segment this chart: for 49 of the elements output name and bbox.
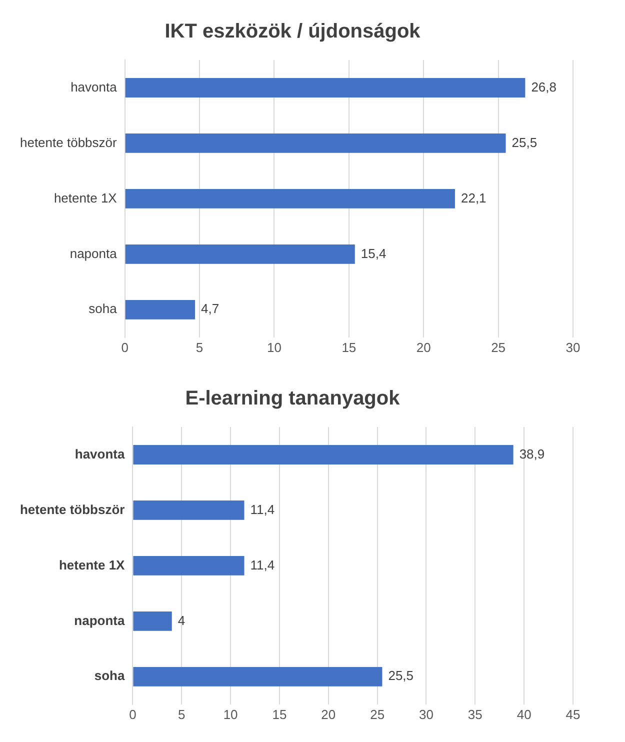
data-label: 38,9 xyxy=(519,446,545,462)
data-label: 4 xyxy=(178,612,186,628)
y-tick-label: hetente 1X xyxy=(54,190,118,206)
x-tick-label: 0 xyxy=(129,706,136,722)
bar xyxy=(125,134,506,153)
data-label: 26,8 xyxy=(531,79,557,94)
chart-title: IKT eszközök / újdonságok xyxy=(164,20,422,43)
x-tick-label: 5 xyxy=(178,706,186,722)
bar xyxy=(133,445,514,464)
bar xyxy=(125,244,355,264)
x-tick-label: 0 xyxy=(121,340,128,355)
data-label: 25,5 xyxy=(388,668,414,684)
y-tick-label: havonta xyxy=(70,79,118,94)
y-tick-label: naponta xyxy=(74,612,126,628)
chart-title: E-learning tananyagok xyxy=(185,388,401,410)
y-tick-label: hetente 1X xyxy=(58,557,126,572)
data-label: 4,7 xyxy=(201,301,220,316)
x-tick-label: 40 xyxy=(516,706,532,722)
bar xyxy=(125,78,526,98)
x-tick-label: 10 xyxy=(223,706,238,722)
x-tick-label: 15 xyxy=(342,340,356,355)
x-tick-label: 15 xyxy=(272,706,287,722)
x-tick-label: 45 xyxy=(566,706,580,722)
y-tick-label: hetente többször xyxy=(20,502,125,517)
bar xyxy=(125,300,196,320)
y-tick-label: hetente többször xyxy=(20,134,118,150)
data-label: 11,4 xyxy=(250,557,275,572)
y-tick-label: havonta xyxy=(74,446,126,462)
x-tick-label: 5 xyxy=(196,340,204,355)
x-tick-label: 20 xyxy=(321,706,336,722)
x-tick-label: 25 xyxy=(370,706,385,722)
bar xyxy=(133,666,382,686)
x-tick-label: 25 xyxy=(491,340,506,355)
data-label: 11,4 xyxy=(250,502,275,517)
data-label: 15,4 xyxy=(360,246,386,261)
x-tick-label: 30 xyxy=(566,340,580,355)
y-tick-label: soha xyxy=(94,668,126,684)
x-tick-label: 10 xyxy=(266,340,282,355)
data-label: 22,1 xyxy=(460,190,486,206)
y-tick-label: naponta xyxy=(70,246,118,261)
bar xyxy=(133,611,172,631)
data-label: 25,5 xyxy=(512,134,538,150)
y-tick-label: soha xyxy=(88,301,118,316)
x-tick-label: 20 xyxy=(416,340,431,355)
bar xyxy=(125,188,455,208)
bar xyxy=(133,500,244,520)
x-tick-label: 30 xyxy=(419,706,434,722)
bar xyxy=(133,556,244,576)
x-tick-label: 35 xyxy=(468,706,482,722)
